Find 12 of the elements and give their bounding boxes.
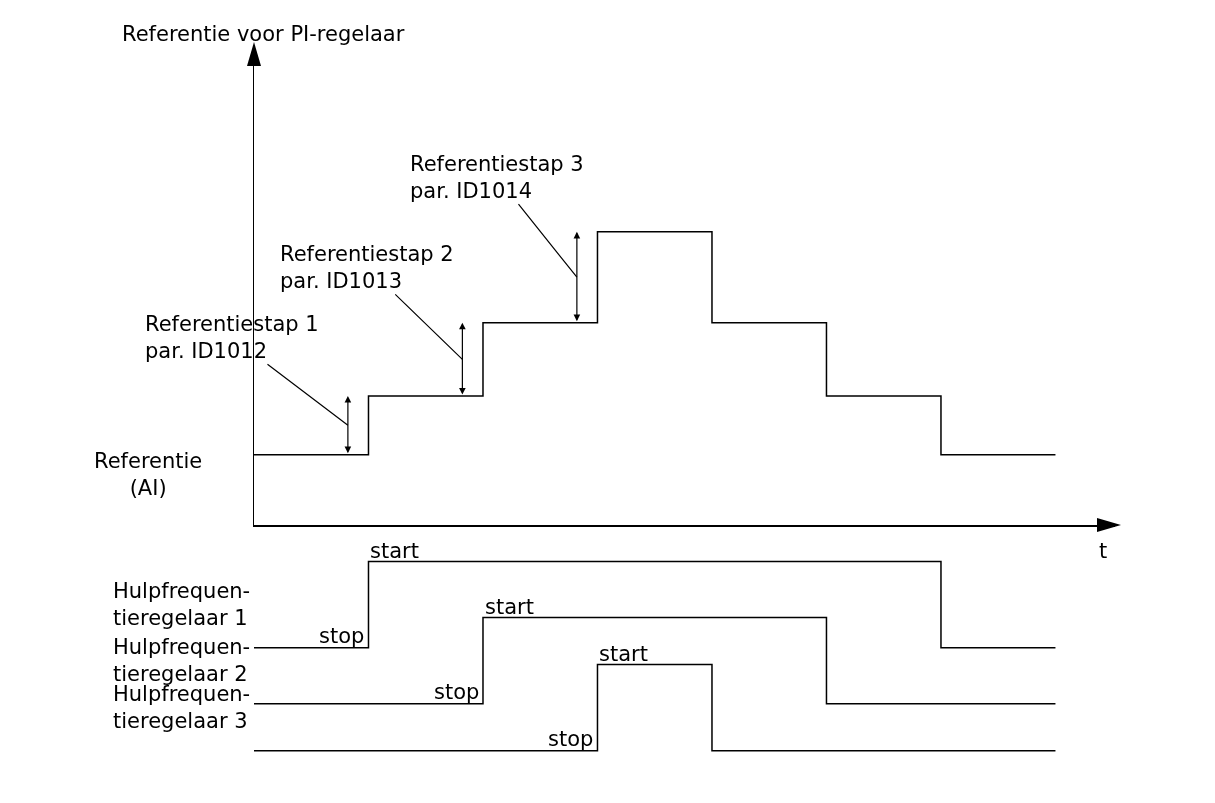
text: Referentiestap 3 par. ID1014	[410, 152, 584, 204]
annotation: start	[599, 642, 648, 666]
annotation: stop	[434, 680, 480, 704]
y-axis-title: Referentie voor PI-regelaar	[122, 22, 405, 46]
annotation: start	[485, 595, 534, 619]
text: Referentie (AI)	[94, 449, 203, 501]
annotation: start	[370, 539, 419, 563]
y-axis-title: Hulpfrequen- tieregelaar 1	[113, 579, 251, 631]
x-axis-title: t	[1099, 539, 1108, 563]
annotation: stop	[319, 624, 365, 648]
annotation: Referentiestap 2 par. ID1013	[280, 242, 454, 294]
annotation: stop	[548, 727, 594, 751]
